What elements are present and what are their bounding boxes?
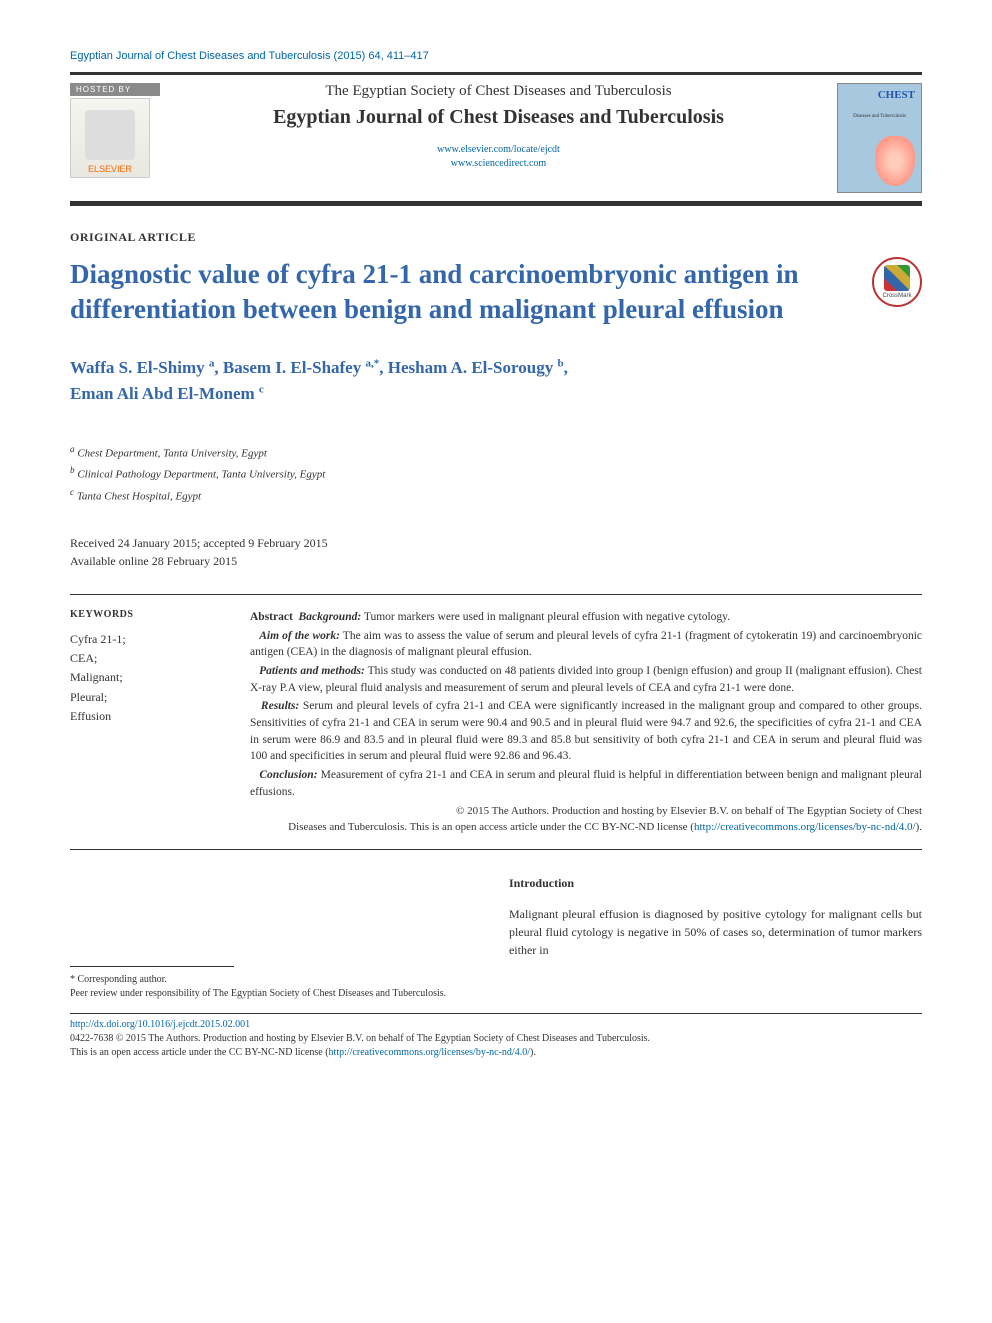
- affiliation-b: b Clinical Pathology Department, Tanta U…: [70, 463, 922, 484]
- abstract-label: Abstract: [250, 611, 293, 623]
- journal-name: Egyptian Journal of Chest Diseases and T…: [180, 106, 817, 129]
- peer-review-note: Peer review under responsibility of The …: [70, 987, 479, 1001]
- abs-aim-head: Aim of the work:: [259, 630, 340, 642]
- abs-con-text: Measurement of cyfra 21-1 and CEA in ser…: [250, 769, 922, 798]
- author-3: Hesham A. El-Sorougy: [388, 358, 558, 377]
- title-row: Diagnostic value of cyfra 21-1 and carci…: [70, 257, 922, 327]
- affiliations: a Chest Department, Tanta University, Eg…: [70, 442, 922, 506]
- abs-aim-text: The aim was to assess the value of serum…: [250, 630, 922, 659]
- abs-res-head: Results:: [261, 700, 299, 712]
- elsevier-logo: ELSEVIER: [70, 98, 150, 178]
- copyright-3: ).: [916, 821, 922, 833]
- journal-link-2[interactable]: www.sciencedirect.com: [180, 157, 817, 171]
- footer-cc-link[interactable]: http://creativecommons.org/licenses/by-n…: [329, 1047, 530, 1058]
- cover-title: CHEST: [878, 90, 915, 101]
- keywords-list: Cyfra 21-1; CEA; Malignant; Pleural; Eff…: [70, 630, 230, 726]
- journal-cover-thumb: CHEST Diseases and Tuberculosis: [837, 83, 922, 193]
- doi-link[interactable]: http://dx.doi.org/10.1016/j.ejcdt.2015.0…: [70, 1018, 922, 1032]
- keywords-head: KEYWORDS: [70, 609, 230, 620]
- author-1-sup: a: [209, 358, 215, 370]
- introduction-body: Malignant pleural effusion is diagnosed …: [509, 905, 922, 959]
- journal-links: www.elsevier.com/locate/ejcdt www.scienc…: [180, 143, 817, 171]
- author-2: Basem I. El-Shafey: [223, 358, 366, 377]
- lung-icon: [875, 136, 915, 186]
- article-type: ORIGINAL ARTICLE: [70, 230, 922, 245]
- affiliation-a: a Chest Department, Tanta University, Eg…: [70, 442, 922, 463]
- hosted-by-label: HOSTED BY: [70, 83, 160, 96]
- abstract-copyright: © 2015 The Authors. Production and hosti…: [250, 804, 922, 835]
- author-4-sup: c: [259, 383, 264, 395]
- authors-list: Waffa S. El-Shimy a, Basem I. El-Shafey …: [70, 355, 922, 406]
- society-name: The Egyptian Society of Chest Diseases a…: [180, 83, 817, 100]
- footnote-rule: [70, 966, 234, 967]
- abs-bg-text: Tumor markers were used in malignant ple…: [361, 611, 730, 623]
- cc-line: This is an open access article under the…: [70, 1046, 922, 1060]
- corresponding-author: * Corresponding author.: [70, 973, 479, 987]
- abs-bg-head: Background:: [299, 611, 362, 623]
- copyright-2: Diseases and Tuberculosis. This is an op…: [288, 821, 694, 833]
- author-4: Eman Ali Abd El-Monem: [70, 384, 259, 403]
- crossmark-icon: [884, 265, 910, 291]
- footnote-column: * Corresponding author. Peer review unde…: [70, 876, 479, 1001]
- abstract-block: KEYWORDS Cyfra 21-1; CEA; Malignant; Ple…: [70, 594, 922, 850]
- author-3-sup: b: [557, 358, 563, 370]
- abs-res-text: Serum and pleural levels of cyfra 21-1 a…: [250, 700, 922, 762]
- cover-subtitle: Diseases and Tuberculosis: [842, 114, 917, 119]
- elsevier-tree-icon: [85, 110, 135, 160]
- available-online: Available online 28 February 2015: [70, 552, 922, 570]
- abstract-column: Abstract Background: Tumor markers were …: [250, 609, 922, 835]
- crossmark-label: CrossMark: [882, 293, 911, 299]
- received-accepted: Received 24 January 2015; accepted 9 Feb…: [70, 534, 922, 552]
- introduction-head: Introduction: [509, 876, 922, 891]
- publisher-block: HOSTED BY ELSEVIER: [70, 83, 160, 178]
- intro-column: Introduction Malignant pleural effusion …: [509, 876, 922, 1001]
- keywords-column: KEYWORDS Cyfra 21-1; CEA; Malignant; Ple…: [70, 609, 250, 835]
- cc-link[interactable]: http://creativecommons.org/licenses/by-n…: [694, 821, 916, 833]
- elsevier-text: ELSEVIER: [88, 164, 132, 174]
- lower-columns: * Corresponding author. Peer review unde…: [70, 876, 922, 1001]
- author-2-sup: a,*: [365, 358, 379, 370]
- journal-link-1[interactable]: www.elsevier.com/locate/ejcdt: [180, 143, 817, 157]
- citation-line: Egyptian Journal of Chest Diseases and T…: [70, 50, 922, 62]
- thick-rule: [70, 201, 922, 206]
- header-center: The Egyptian Society of Chest Diseases a…: [160, 83, 837, 171]
- article-title: Diagnostic value of cyfra 21-1 and carci…: [70, 257, 830, 327]
- issn-line: 0422-7638 © 2015 The Authors. Production…: [70, 1032, 922, 1046]
- abs-con-head: Conclusion:: [259, 769, 317, 781]
- affiliation-c: c Tanta Chest Hospital, Egypt: [70, 485, 922, 506]
- crossmark-badge[interactable]: CrossMark: [872, 257, 922, 307]
- journal-header: HOSTED BY ELSEVIER The Egyptian Society …: [70, 75, 922, 201]
- page-footer: http://dx.doi.org/10.1016/j.ejcdt.2015.0…: [70, 1013, 922, 1060]
- abs-pm-head: Patients and methods:: [259, 665, 365, 677]
- copyright-1: © 2015 The Authors. Production and hosti…: [456, 805, 922, 817]
- article-dates: Received 24 January 2015; accepted 9 Feb…: [70, 534, 922, 570]
- author-1: Waffa S. El-Shimy: [70, 358, 209, 377]
